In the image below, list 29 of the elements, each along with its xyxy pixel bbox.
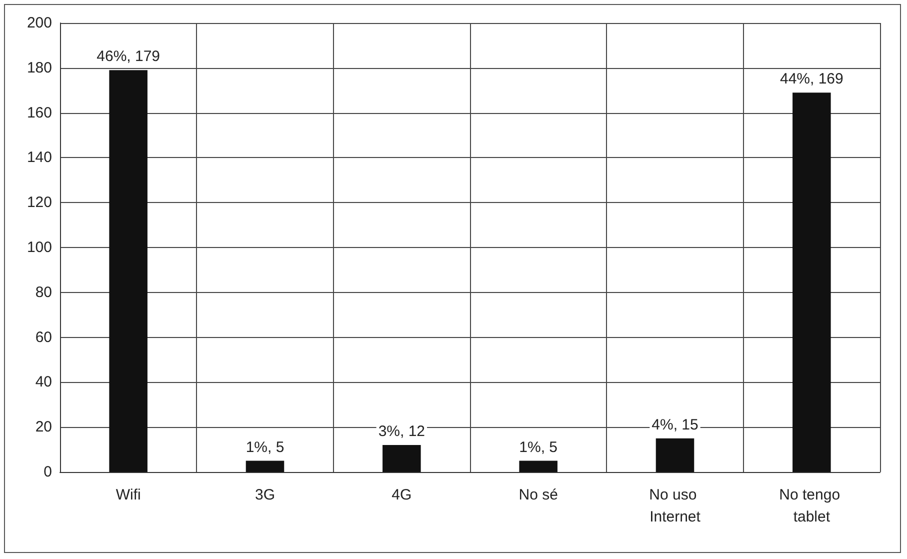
x-tick-label: No sé [518,486,558,504]
x-tick-label: No tengo tablet [779,486,844,526]
y-tick-label: 20 [35,418,52,436]
data-label: 1%, 5 [519,438,558,456]
y-tick-label: 120 [26,194,52,212]
y-tick-label: 160 [26,104,52,122]
x-tick-label: 3G [254,486,276,504]
x-tick-label: 4G [392,486,412,504]
bar [656,438,694,472]
y-tick-label: 60 [35,328,52,346]
data-label: 4%, 15 [652,416,698,434]
x-tick-label: Wifi [116,486,141,504]
bar [382,445,421,472]
bar [109,70,148,472]
bar [246,460,284,472]
data-label: 46%, 179 [96,48,160,66]
y-tick-label: 100 [26,239,52,256]
bar [792,92,831,472]
y-tick-label: 180 [26,59,52,76]
data-label: 44%, 169 [780,70,844,88]
y-tick-label: 0 [44,464,52,480]
y-tick-label: 80 [35,284,52,301]
data-label: 3%, 12 [378,423,426,440]
data-label: 1%, 5 [246,438,284,456]
y-tick-label: 140 [26,149,52,166]
x-tick-label: No uso Internet [649,486,702,526]
bar [519,460,558,472]
y-tick-label: 40 [35,374,52,391]
y-tick-label: 200 [26,14,52,32]
